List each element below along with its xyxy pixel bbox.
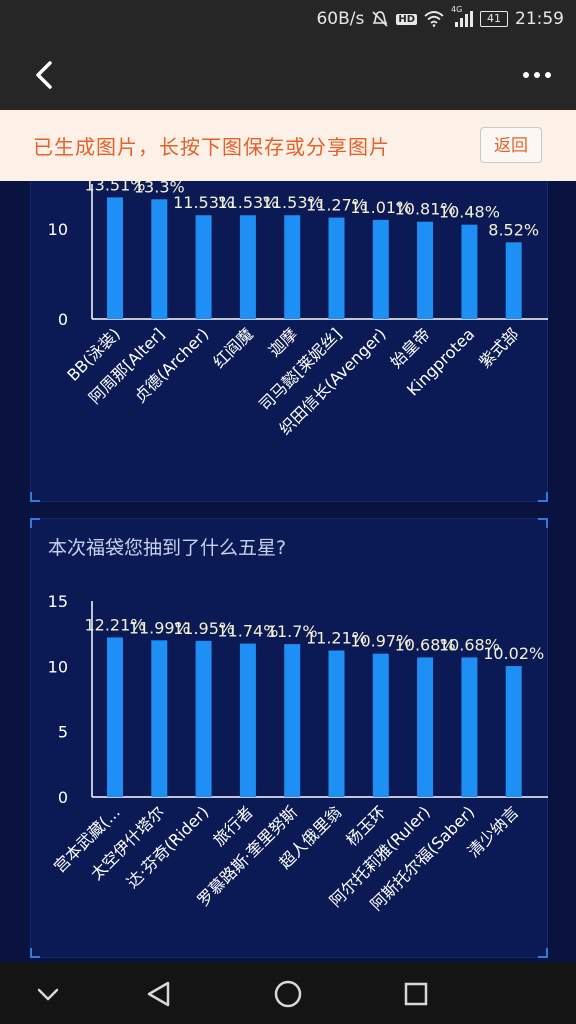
- corner-decoration: [30, 948, 40, 958]
- data-label: 13.3%: [134, 181, 185, 196]
- signal-type: 4G: [451, 5, 463, 14]
- bar: [505, 242, 522, 319]
- bar: [505, 666, 522, 797]
- y-tick-label: 0: [58, 310, 68, 329]
- data-label: 11.21%: [306, 629, 367, 648]
- data-label: 11.27%: [306, 196, 367, 215]
- back-button[interactable]: [28, 58, 62, 92]
- chart-1: 01013.51%BB(泳装)13.3%阿周那[Alter]11.53%贞德(A…: [48, 181, 548, 439]
- signal-icon: 4G: [451, 5, 473, 27]
- category-label: 迦摩: [265, 324, 301, 360]
- back-nav-button[interactable]: [142, 976, 178, 1012]
- data-label: 11.7%: [267, 622, 318, 641]
- battery-icon: 41: [480, 11, 508, 27]
- chevron-left-icon: [36, 61, 52, 89]
- bar: [417, 221, 434, 319]
- data-label: 10.02%: [483, 644, 544, 663]
- bar: [461, 657, 478, 797]
- data-label: 11.95%: [173, 619, 234, 638]
- data-label: 10.68%: [439, 635, 500, 654]
- return-button[interactable]: 返回: [480, 127, 542, 163]
- notice-text: 已生成图片，长按下图保存或分享图片: [33, 135, 390, 159]
- chart-image-area[interactable]: 0 10 13.51% BB(泳装) 13.3% 阿周那[Alter] 11.53% 贞德(A…: [0, 181, 576, 962]
- bar: [328, 217, 345, 319]
- hide-keyboard-button[interactable]: [30, 976, 66, 1012]
- y-tick-label: 15: [48, 592, 68, 611]
- bar: [284, 215, 301, 319]
- status-icons: 60B/s HD 4G 41 21:59: [316, 5, 564, 29]
- mute-icon: [372, 11, 388, 27]
- y-tick-label: 0: [58, 788, 68, 807]
- bar: [328, 650, 345, 797]
- bar: [151, 640, 168, 797]
- home-circle-icon: [274, 980, 302, 1008]
- bar: [195, 215, 212, 319]
- corner-decoration: [30, 518, 40, 528]
- y-tick-label: 5: [58, 723, 68, 742]
- bar: [151, 199, 168, 319]
- status-bar: 60B/s HD 4G 41 21:59: [0, 0, 576, 40]
- back-triangle-icon: [147, 981, 170, 1007]
- chart-panel-1: 0 10 13.51% BB(泳装) 13.3% 阿周那[Alter] 11.53% 贞德(A…: [30, 181, 548, 502]
- corner-decoration: [538, 948, 548, 958]
- data-label: 11.99%: [129, 618, 190, 637]
- data-label: 11.74%: [217, 622, 278, 641]
- bar: [195, 640, 212, 797]
- data-label: 10.48%: [439, 203, 500, 222]
- net-speed: 60B/s: [316, 9, 365, 29]
- more-dots-icon: [523, 72, 551, 78]
- hd-badge: HD: [396, 13, 417, 25]
- data-label: 11.53%: [173, 193, 234, 212]
- data-label: 11.01%: [350, 198, 411, 217]
- data-label: 11.53%: [262, 193, 323, 212]
- data-label: 8.52%: [488, 220, 539, 239]
- data-label: 13.51%: [84, 181, 145, 194]
- corner-decoration: [30, 492, 40, 502]
- home-nav-button[interactable]: [270, 976, 306, 1012]
- bar: [461, 224, 478, 319]
- clock: 21:59: [515, 9, 564, 29]
- y-tick-label: 10: [48, 657, 68, 676]
- bar: [284, 644, 301, 797]
- bar: [417, 657, 434, 797]
- more-button[interactable]: [520, 62, 554, 88]
- chart-title: 本次福袋您抽到了什么五星?: [48, 537, 287, 559]
- data-label: 10.97%: [350, 632, 411, 651]
- bar: [239, 643, 256, 797]
- bar: [372, 219, 389, 319]
- app-bar: [0, 40, 576, 110]
- category-label: 紫式部: [475, 324, 522, 371]
- wifi-icon: [424, 11, 444, 27]
- data-label: 10.68%: [395, 635, 456, 654]
- corner-decoration: [538, 518, 548, 528]
- data-label: 11.53%: [217, 193, 278, 212]
- corner-decoration: [538, 492, 548, 502]
- system-nav-bar: [0, 962, 576, 1024]
- chart-panel-2: 本次福袋您抽到了什么五星? 0 5 10 15 12.21% 宫本武藏(... 11.99%…: [30, 518, 548, 958]
- chart-2: 05101512.21%宫本武藏(...11.99%太空伊什塔尔11.95%达·…: [48, 592, 548, 914]
- bar: [239, 215, 256, 319]
- data-label: 12.21%: [84, 615, 145, 634]
- data-label: 10.81%: [395, 200, 456, 219]
- bar: [107, 197, 123, 319]
- recents-nav-button[interactable]: [398, 976, 434, 1012]
- bar: [107, 637, 123, 797]
- bar: [372, 653, 389, 797]
- recents-square-icon: [404, 982, 428, 1006]
- category-label: 红阎魔: [209, 324, 256, 371]
- y-tick-label: 10: [48, 220, 68, 239]
- hide-keyboard-icon: [37, 988, 59, 1001]
